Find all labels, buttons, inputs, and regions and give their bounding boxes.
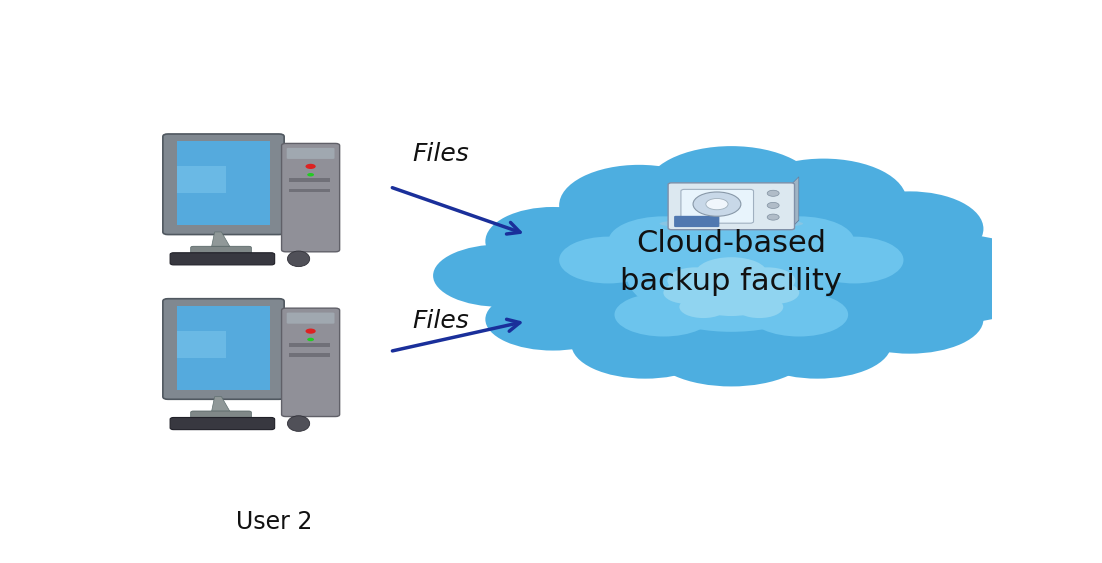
Ellipse shape [288,415,310,431]
FancyBboxPatch shape [176,166,227,193]
Ellipse shape [777,220,962,301]
Polygon shape [210,397,234,418]
Ellipse shape [695,257,767,290]
FancyBboxPatch shape [176,141,270,225]
Circle shape [693,192,741,216]
Circle shape [767,202,779,208]
Polygon shape [210,232,234,253]
Ellipse shape [735,296,784,318]
Ellipse shape [485,288,620,351]
FancyBboxPatch shape [287,148,335,159]
Ellipse shape [739,267,796,294]
Ellipse shape [835,191,983,266]
FancyBboxPatch shape [674,216,720,227]
Ellipse shape [608,216,719,266]
Ellipse shape [646,146,818,234]
Text: Files: Files [412,309,469,333]
FancyBboxPatch shape [289,353,331,357]
Text: User 1: User 1 [236,345,312,369]
Ellipse shape [559,165,719,246]
FancyBboxPatch shape [668,183,795,230]
Ellipse shape [651,315,811,386]
Ellipse shape [485,207,620,276]
Ellipse shape [894,260,1029,323]
Ellipse shape [670,201,792,257]
Polygon shape [791,177,799,228]
FancyBboxPatch shape [289,178,331,182]
Ellipse shape [559,236,658,283]
Ellipse shape [627,229,835,323]
Ellipse shape [835,285,983,354]
Ellipse shape [688,269,776,309]
Ellipse shape [892,235,1033,301]
Polygon shape [671,220,799,228]
FancyBboxPatch shape [170,253,274,265]
Ellipse shape [744,216,854,266]
FancyBboxPatch shape [282,308,339,417]
FancyBboxPatch shape [282,144,339,252]
FancyBboxPatch shape [681,189,754,223]
FancyBboxPatch shape [191,411,251,421]
Ellipse shape [663,282,711,304]
Ellipse shape [507,220,679,301]
Text: User 2: User 2 [236,510,312,534]
Ellipse shape [639,251,823,332]
Ellipse shape [741,159,907,243]
FancyBboxPatch shape [289,343,331,347]
FancyBboxPatch shape [176,331,227,358]
Circle shape [767,190,779,196]
FancyBboxPatch shape [287,312,335,324]
Ellipse shape [679,296,727,318]
Ellipse shape [572,310,719,379]
FancyBboxPatch shape [170,418,274,430]
FancyBboxPatch shape [163,299,284,399]
Ellipse shape [749,293,849,337]
Ellipse shape [660,218,803,229]
Circle shape [767,214,779,220]
Ellipse shape [584,210,879,341]
Circle shape [305,164,316,169]
Text: Cloud-based
backup facility: Cloud-based backup facility [620,229,842,296]
Ellipse shape [752,282,799,304]
FancyBboxPatch shape [163,134,284,235]
Ellipse shape [433,244,569,307]
FancyBboxPatch shape [191,246,251,256]
Ellipse shape [744,310,892,379]
Circle shape [305,329,316,334]
Ellipse shape [691,282,771,316]
Text: Files: Files [412,142,469,166]
Ellipse shape [806,236,904,283]
FancyBboxPatch shape [176,306,270,390]
FancyBboxPatch shape [289,189,331,193]
Circle shape [307,338,314,341]
Circle shape [706,199,728,210]
Ellipse shape [288,251,310,267]
Circle shape [307,173,314,176]
Ellipse shape [668,267,723,294]
Ellipse shape [615,293,713,337]
